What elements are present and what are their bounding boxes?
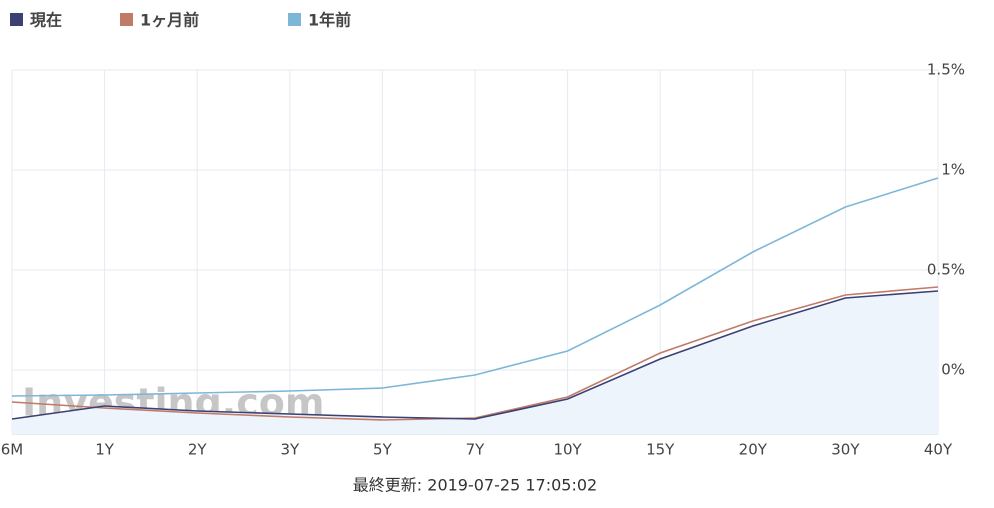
- series-line: [11, 177, 939, 397]
- x-tick-label: 1Y: [95, 441, 115, 459]
- x-tick-label: 20Y: [739, 441, 768, 459]
- legend-label: 現在: [30, 11, 62, 30]
- x-tick-label: 2Y: [188, 441, 208, 459]
- legend-label: 1年前: [308, 11, 351, 30]
- x-tick-label: 5Y: [373, 441, 393, 459]
- y-tick-label: 1%: [941, 161, 965, 179]
- x-tick-label: 15Y: [646, 441, 675, 459]
- x-tick-label: 3Y: [280, 441, 300, 459]
- x-tick-label: 10Y: [553, 441, 582, 459]
- y-tick-label: 0%: [941, 361, 965, 379]
- x-tick-label: 40Y: [924, 441, 953, 459]
- legend-swatch: [10, 13, 23, 26]
- x-tick-label: 6M: [1, 441, 24, 459]
- area: [12, 291, 938, 434]
- footer: 最終更新: 2019-07-25 17:05:02: [353, 476, 597, 495]
- y-tick-label: 0.5%: [927, 261, 965, 279]
- y-tick-label: 1.5%: [927, 61, 965, 79]
- x-tick-label: 7Y: [466, 441, 486, 459]
- legend-swatch: [120, 13, 133, 26]
- legend-label: 1ヶ月前: [140, 11, 199, 30]
- legend-swatch: [288, 13, 301, 26]
- series-line: [11, 286, 939, 421]
- x-tick-label: 30Y: [831, 441, 860, 459]
- series-line: [11, 290, 939, 420]
